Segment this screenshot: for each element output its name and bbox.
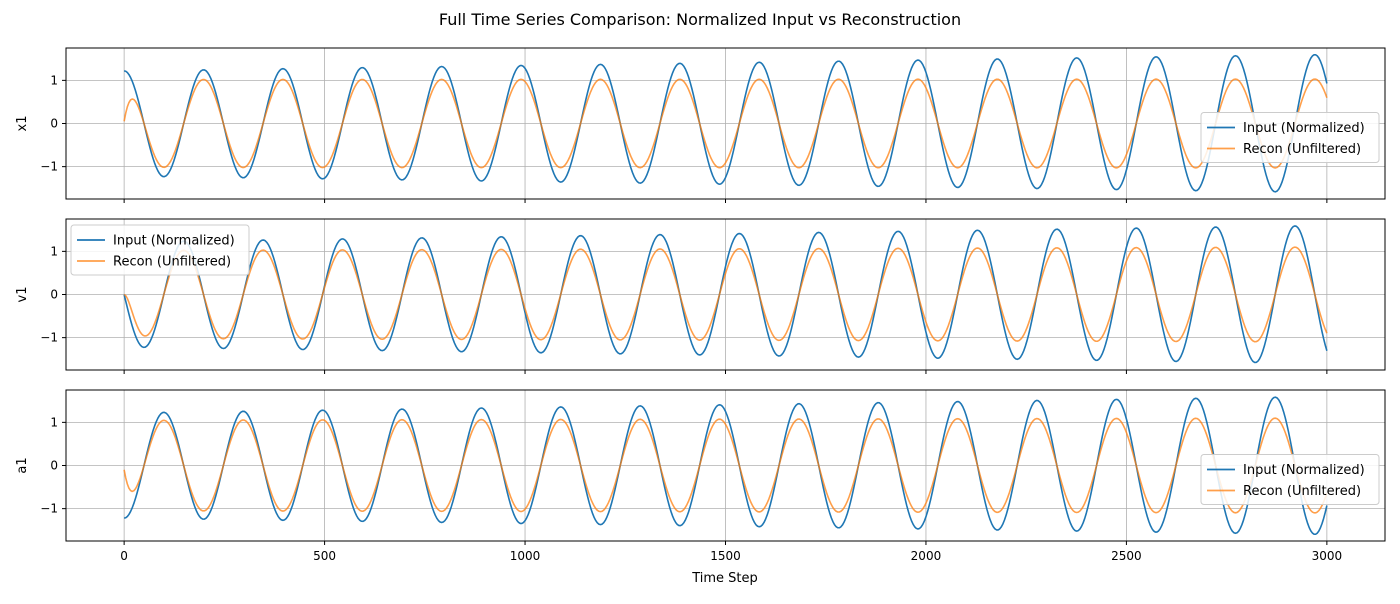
y-tick-label: −1 (40, 502, 58, 516)
legend-label: Recon (Unfiltered) (113, 255, 231, 270)
legend-label: Input (Normalized) (113, 234, 235, 249)
y-tick-label: 1 (50, 73, 58, 87)
x-axis-label: Time Step (691, 571, 758, 586)
series-line-recon (123, 246, 1328, 343)
legend-box (1200, 112, 1380, 163)
y-tick-label: −1 (40, 331, 58, 345)
x-tick-label: 3000 (1312, 549, 1343, 563)
series-line-input (123, 53, 1328, 193)
y-axis-label: a1 (15, 457, 30, 473)
series-line-recon (123, 417, 1328, 514)
legend-label: Input (Normalized) (1243, 121, 1365, 136)
legend-label: Recon (Unfiltered) (1243, 142, 1361, 157)
x-tick-label: 2500 (1111, 549, 1142, 563)
legend-box (1200, 454, 1380, 505)
panel-v1: −1 0 1 v1 Input (Normalized) Recon (Unfiltere… (15, 218, 1386, 374)
y-tick-label: 1 (50, 244, 58, 258)
y-tick-label: 0 (50, 459, 58, 473)
x-tick-label: 0 (120, 549, 128, 563)
figure-title: Full Time Series Comparison: Normalized … (439, 10, 961, 29)
panel-x1: −1 0 1 x1 Input (Normalized) Recon (Unfiltere… (15, 47, 1386, 203)
legend: Input (Normalized) Recon (Unfiltered) (70, 224, 250, 276)
x-tick-label: 1000 (510, 549, 541, 563)
legend-box (70, 224, 250, 276)
series-line-input (123, 396, 1328, 536)
y-tick-label: 1 (50, 415, 58, 429)
x-tick-label: 500 (313, 549, 336, 563)
y-tick-label: 0 (50, 117, 58, 131)
y-axis-label: v1 (15, 287, 30, 303)
panel-a1: −1 0 1 0 500 1000 1500 2000 2500 3000 a1 Input (Nor… (15, 389, 1386, 563)
legend: Input (Normalized) Recon (Unfiltered) (1200, 112, 1380, 163)
x-tick-label: 1500 (710, 549, 741, 563)
y-tick-label: 0 (50, 288, 58, 302)
series-line-recon (123, 78, 1328, 169)
legend-label: Recon (Unfiltered) (1243, 484, 1361, 499)
legend-label: Input (Normalized) (1243, 463, 1365, 478)
y-tick-label: −1 (40, 160, 58, 174)
x-tick-label: 2000 (911, 549, 942, 563)
y-axis-label: x1 (15, 116, 30, 132)
legend: Input (Normalized) Recon (Unfiltered) (1200, 454, 1380, 505)
